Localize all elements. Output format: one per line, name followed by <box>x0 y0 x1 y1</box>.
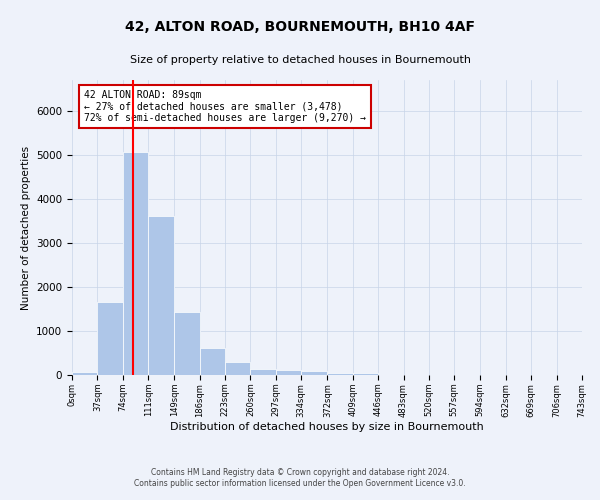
Bar <box>123 152 148 375</box>
Bar <box>353 372 378 375</box>
Bar <box>97 302 123 375</box>
Bar <box>276 370 301 375</box>
Text: 42 ALTON ROAD: 89sqm
← 27% of detached houses are smaller (3,478)
72% of semi-de: 42 ALTON ROAD: 89sqm ← 27% of detached h… <box>85 90 367 123</box>
Bar <box>174 312 200 375</box>
X-axis label: Distribution of detached houses by size in Bournemouth: Distribution of detached houses by size … <box>170 422 484 432</box>
Text: 42, ALTON ROAD, BOURNEMOUTH, BH10 4AF: 42, ALTON ROAD, BOURNEMOUTH, BH10 4AF <box>125 20 475 34</box>
Y-axis label: Number of detached properties: Number of detached properties <box>20 146 31 310</box>
Bar <box>225 362 250 375</box>
Text: Size of property relative to detached houses in Bournemouth: Size of property relative to detached ho… <box>130 55 470 65</box>
Bar <box>301 372 328 375</box>
Bar <box>328 372 353 375</box>
Bar <box>250 370 276 375</box>
Bar <box>148 216 174 375</box>
Text: Contains HM Land Registry data © Crown copyright and database right 2024.
Contai: Contains HM Land Registry data © Crown c… <box>134 468 466 487</box>
Bar <box>200 348 225 375</box>
Bar <box>72 372 97 375</box>
